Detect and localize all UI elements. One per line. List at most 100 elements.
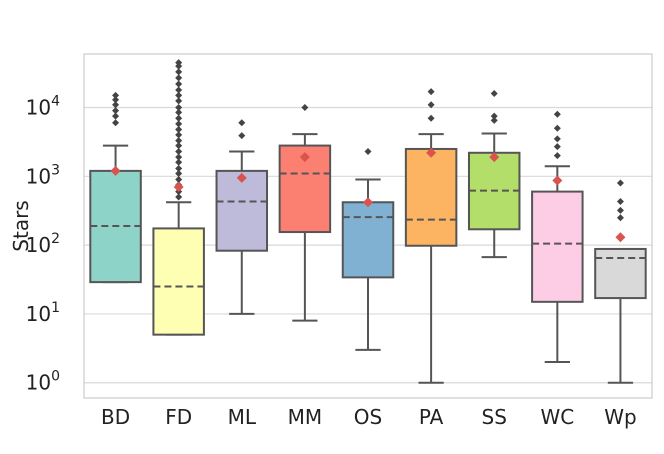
outlier-point [175,86,183,94]
outlier-point [175,91,183,99]
x-tick-label-os: OS [354,405,382,429]
box-ml [215,119,269,315]
outlier-point [112,101,120,109]
outlier-point [175,74,183,82]
plot-area-frame [83,53,653,399]
y-axis-label: Stars [9,200,33,251]
outlier-point [175,137,183,145]
outlier-point [175,108,183,116]
outlier-point [175,131,183,139]
outlier-point [238,119,246,127]
outlier-point [175,164,183,172]
x-tick-label-ml: ML [228,405,257,429]
outlier-point [175,153,183,161]
iqr-box [404,147,458,247]
box-bd [89,91,142,284]
x-tick-label-fd: FD [165,405,192,429]
y-tick-label-2: 102 [26,231,60,257]
outlier-point [112,119,120,127]
box-fd [152,59,205,336]
x-tick-label-pa: PA [419,405,444,429]
y-tick-base: 10 [26,96,51,120]
outlier-point [112,96,120,104]
outlier-point [175,125,183,133]
outlier-point [427,101,435,109]
outlier-point [112,107,120,115]
x-tick-label-mm: MM [288,405,323,429]
iqr-box [594,247,647,300]
outlier-point [301,104,309,112]
outlier-point [175,175,183,183]
outlier-point [175,158,183,166]
iqr-box [531,190,584,303]
outlier-point [112,91,120,99]
y-tick-exponent: 4 [51,94,60,110]
x-tick-label-bd: BD [101,405,130,429]
outlier-point [175,97,183,105]
box-ss [467,89,521,259]
y-tick-exponent: 1 [51,300,60,316]
outlier-point [175,68,183,76]
outlier-point [490,116,498,124]
outlier-point [553,143,561,151]
mean-marker [173,181,184,192]
outlier-point [238,132,246,140]
mean-marker [363,197,373,208]
y-tick-base: 10 [26,371,51,395]
outlier-point [553,124,561,132]
outlier-point [427,88,435,96]
y-tick-base: 10 [26,164,51,188]
y-tick-label-3: 103 [26,162,60,188]
outlier-point [175,169,183,177]
box-series [89,59,647,384]
mean-marker [110,165,121,176]
x-axis-ticks: BD FD ML MM OS PA SS WC Wp [101,405,637,429]
outlier-point [175,193,183,201]
outlier-point [175,104,183,112]
box-mm [278,104,332,322]
y-tick-base: 10 [26,302,51,326]
box-pa [404,88,458,384]
outlier-point [553,152,561,160]
box-wp [594,179,647,384]
x-tick-label-wp: Wp [604,405,636,429]
y-tick-base: 10 [26,233,51,257]
outlier-point [553,110,561,118]
y-tick-label-0: 100 [26,369,60,395]
box-wc [531,110,584,364]
y-tick-exponent: 0 [51,369,60,385]
outlier-point [175,80,183,88]
outlier-point [175,59,183,67]
y-tick-label-1: 101 [26,300,60,326]
mean-marker [489,152,500,163]
outlier-point [175,147,183,155]
outlier-point [364,147,372,155]
outlier-point [427,114,435,122]
x-tick-label-wc: WC [540,405,574,429]
mean-marker [299,152,310,163]
x-tick-label-ss: SS [482,405,507,429]
outlier-point [616,179,624,187]
iqr-box [152,227,205,336]
outlier-point [616,214,624,222]
y-tick-exponent: 3 [51,162,60,178]
outlier-point [616,206,624,214]
mean-marker [615,232,626,243]
outlier-point [175,62,183,70]
box-os [341,147,395,351]
outlier-point [490,112,498,120]
y-tick-exponent: 2 [51,231,60,247]
outlier-point [175,120,183,128]
mean-marker [236,172,247,183]
mean-marker [426,147,437,158]
outlier-point [175,142,183,150]
outlier-point [553,135,561,143]
iqr-box [215,169,269,252]
y-tick-label-4: 104 [26,94,60,120]
iqr-box [341,201,395,279]
mean-marker [552,175,563,186]
outlier-point [490,89,498,97]
outlier-point [175,114,183,122]
